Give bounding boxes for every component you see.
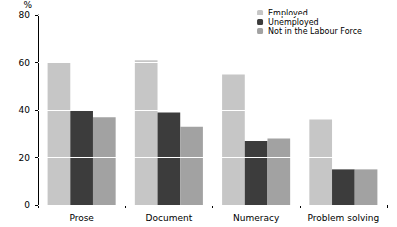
svg-text:60: 60 <box>19 58 31 68</box>
svg-text:Document: Document <box>146 213 193 223</box>
svg-text:Unemployed: Unemployed <box>268 18 319 27</box>
svg-text:Problem solving: Problem solving <box>308 213 380 223</box>
svg-text:80: 80 <box>19 10 31 20</box>
svg-text:40: 40 <box>19 105 31 115</box>
svg-text:%: % <box>23 0 32 10</box>
svg-text:0: 0 <box>24 200 30 210</box>
svg-text:Prose: Prose <box>69 213 94 223</box>
svg-text:20: 20 <box>19 153 31 163</box>
svg-text:Employed: Employed <box>268 9 308 18</box>
svg-text:Not in the Labour Force: Not in the Labour Force <box>268 27 362 36</box>
svg-text:Numeracy: Numeracy <box>233 213 280 223</box>
